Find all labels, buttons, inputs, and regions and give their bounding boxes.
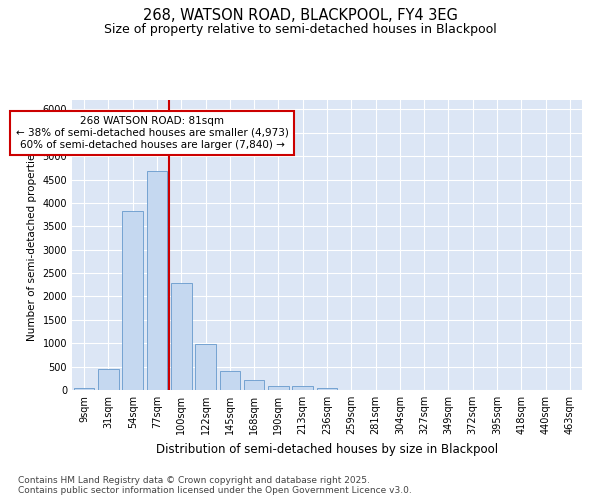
Text: Contains HM Land Registry data © Crown copyright and database right 2025.
Contai: Contains HM Land Registry data © Crown c… <box>18 476 412 495</box>
Text: 268, WATSON ROAD, BLACKPOOL, FY4 3EG: 268, WATSON ROAD, BLACKPOOL, FY4 3EG <box>143 8 457 22</box>
Bar <box>244 380 265 390</box>
Bar <box>292 386 313 390</box>
Text: 268 WATSON ROAD: 81sqm
← 38% of semi-detached houses are smaller (4,973)
60% of : 268 WATSON ROAD: 81sqm ← 38% of semi-det… <box>16 116 289 150</box>
Bar <box>220 371 240 390</box>
Text: Size of property relative to semi-detached houses in Blackpool: Size of property relative to semi-detach… <box>104 22 496 36</box>
Bar <box>171 283 191 390</box>
Bar <box>122 212 143 390</box>
Text: Distribution of semi-detached houses by size in Blackpool: Distribution of semi-detached houses by … <box>156 442 498 456</box>
Bar <box>98 370 119 390</box>
Bar <box>146 171 167 390</box>
Y-axis label: Number of semi-detached properties: Number of semi-detached properties <box>27 148 37 342</box>
Bar <box>268 386 289 390</box>
Bar <box>317 388 337 390</box>
Bar <box>74 388 94 390</box>
Bar <box>195 344 216 390</box>
